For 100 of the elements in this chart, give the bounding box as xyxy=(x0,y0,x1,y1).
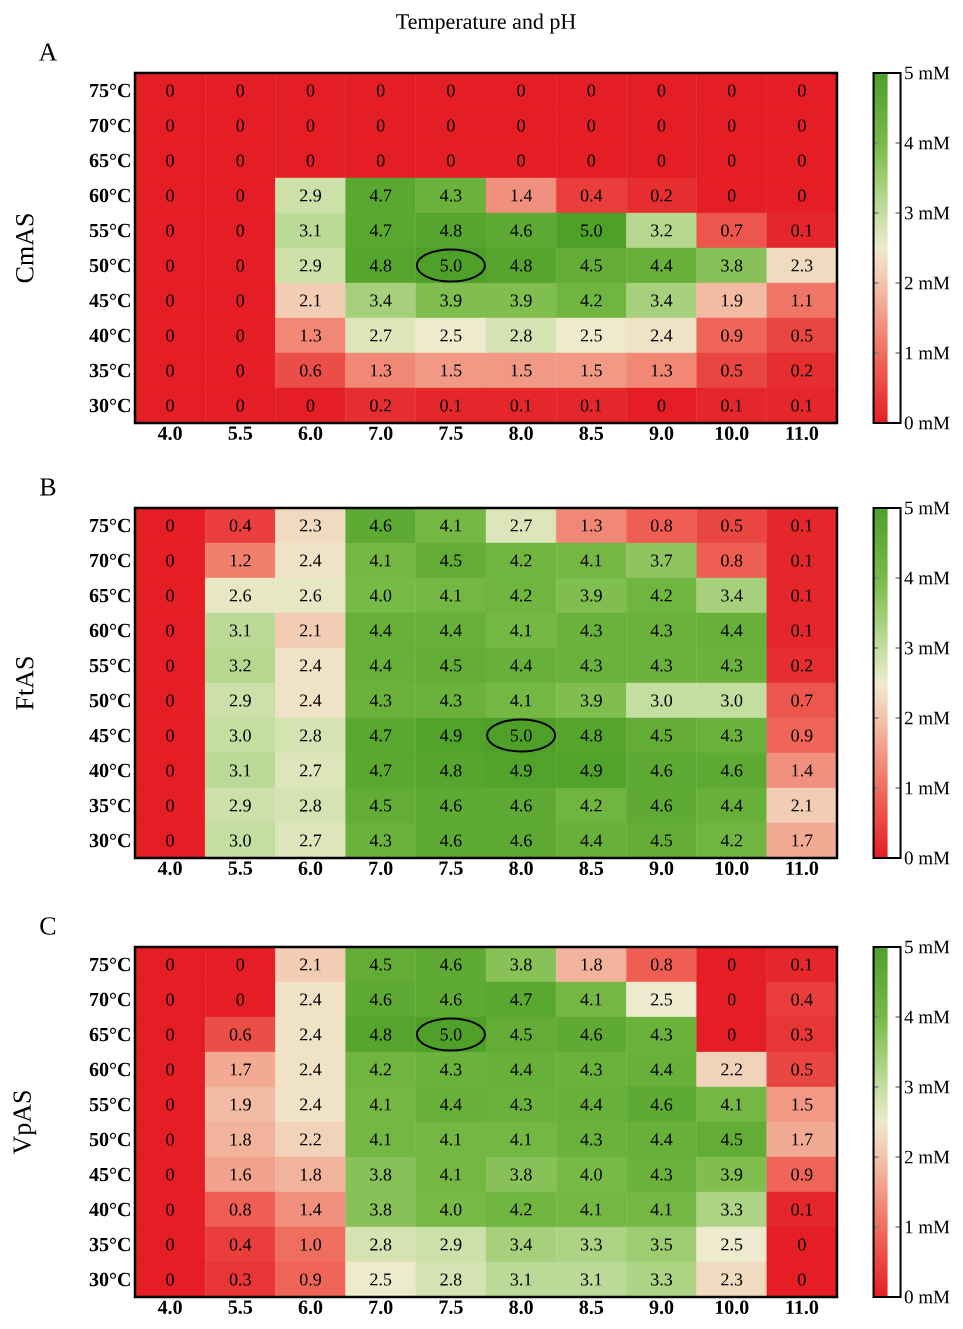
data-label: 0 xyxy=(727,189,736,202)
data-label: 0 xyxy=(236,993,245,1006)
data-label: 0 xyxy=(727,154,736,167)
data-label: 0 xyxy=(236,364,245,377)
data-label: 4.1 xyxy=(369,554,391,567)
data-label: 2.1 xyxy=(791,799,813,812)
data-label: 0 xyxy=(727,84,736,97)
data-label: 2.2 xyxy=(721,1063,742,1076)
data-label: 2.4 xyxy=(651,329,673,342)
chart-title: Temperature and pH xyxy=(396,13,576,34)
data-label: 0.1 xyxy=(440,399,462,412)
x-tick-label: 5.5 xyxy=(228,1300,253,1314)
data-label: 4.6 xyxy=(510,799,532,812)
data-label: 0 xyxy=(236,329,245,342)
text: C xyxy=(40,917,56,935)
data-label: 2.5 xyxy=(370,1273,392,1286)
data-label: 1.3 xyxy=(371,364,392,377)
data-label: 0.9 xyxy=(791,1168,813,1181)
data-label: 0 xyxy=(727,119,736,132)
data-label: 4.3 xyxy=(580,1063,602,1076)
data-label: 4.9 xyxy=(510,764,532,777)
data-label: 4.5 xyxy=(440,659,462,672)
data-label: 3.5 xyxy=(651,1238,673,1251)
data-label: 4.1 xyxy=(510,624,532,637)
data-label: 4.6 xyxy=(650,764,673,777)
data-label: 2.5 xyxy=(721,1238,743,1251)
data-label: 3.3 xyxy=(721,1203,743,1216)
data-label: 0 xyxy=(166,189,174,202)
data-label: 1.3 xyxy=(581,519,602,532)
data-label: 0.1 xyxy=(721,399,742,412)
data-label: 4.4 xyxy=(650,1133,673,1146)
y-tick-label: 65°C xyxy=(89,1027,130,1042)
data-label: 4.2 xyxy=(580,799,602,812)
data-label: 2.7 xyxy=(510,519,532,532)
color-bar-label: 1 mM xyxy=(905,781,950,795)
data-label: 0 xyxy=(517,119,525,132)
data-label: 0 xyxy=(306,84,315,97)
data-label: 1.4 xyxy=(511,189,533,202)
data-label: 0.1 xyxy=(791,958,813,971)
data-label: 0 xyxy=(236,399,245,412)
data-label: 4.9 xyxy=(580,764,602,777)
x-tick-label: 8.5 xyxy=(579,426,604,441)
data-label: 3.1 xyxy=(229,764,251,777)
data-label: 0.1 xyxy=(791,519,813,532)
data-label: 0 xyxy=(166,1168,174,1181)
data-label: 0.5 xyxy=(721,519,743,532)
data-label: 4.6 xyxy=(440,799,462,812)
color-bar-label: 5 mM xyxy=(905,940,950,954)
data-label: 1.5 xyxy=(511,364,532,377)
data-label: 2.2 xyxy=(300,1133,321,1146)
data-label: 0 xyxy=(166,1098,174,1111)
data-label: 2.9 xyxy=(440,1238,462,1251)
data-label: 4.4 xyxy=(650,259,673,272)
data-label: 4.5 xyxy=(440,554,462,567)
data-label: 0 xyxy=(306,119,315,132)
data-label: 0 xyxy=(376,154,385,167)
data-label: 0.1 xyxy=(510,399,532,412)
text: B xyxy=(40,478,56,496)
data-label: 4.1 xyxy=(580,993,602,1006)
data-label: 0.8 xyxy=(650,519,673,532)
y-tick-label: 35°C xyxy=(89,1237,130,1252)
data-label: 0 xyxy=(798,154,806,167)
color-bar-label: 0 mM xyxy=(904,851,950,865)
data-label: 4.4 xyxy=(580,834,603,847)
y-tick-label: 75°C xyxy=(90,957,130,972)
data-label: 0 xyxy=(166,329,174,342)
color-bar-label: 4 mM xyxy=(904,136,950,150)
data-label: 4.6 xyxy=(440,993,462,1006)
x-tick-label: 4.0 xyxy=(157,1300,182,1315)
y-tick-label: 75°C xyxy=(90,83,130,98)
data-label: 0 xyxy=(517,154,525,167)
color-bar-label: 3 mM xyxy=(904,206,950,220)
data-label: 2.8 xyxy=(440,1273,462,1286)
data-label: 0 xyxy=(798,1273,806,1286)
data-label: 1.7 xyxy=(230,1063,252,1076)
data-label: 2.7 xyxy=(370,329,392,342)
y-tick-label: 45°C xyxy=(89,728,130,743)
data-label: 0.2 xyxy=(370,399,391,412)
data-label: 4.3 xyxy=(440,189,462,202)
data-label: 4.5 xyxy=(510,1028,532,1041)
data-label: 2.1 xyxy=(300,294,321,307)
data-label: 0.1 xyxy=(791,554,813,567)
data-label: 4.6 xyxy=(580,1028,603,1041)
color-bar-label: 1 mM xyxy=(905,1220,950,1234)
data-label: 0.1 xyxy=(791,399,813,412)
data-label: 3.4 xyxy=(721,589,743,602)
data-label: 0 xyxy=(166,1273,174,1286)
data-label: 3.1 xyxy=(229,624,251,637)
data-label: 4.6 xyxy=(650,799,673,812)
x-tick-label: 4.0 xyxy=(157,861,182,876)
data-label: 4.8 xyxy=(580,729,602,742)
data-label: 4.3 xyxy=(510,1098,532,1111)
data-label: 2.4 xyxy=(300,993,322,1006)
data-label: 4.2 xyxy=(510,1203,532,1216)
x-tick-label: 6.0 xyxy=(298,861,323,876)
data-label: 0 xyxy=(798,84,806,97)
x-tick-label: 8.0 xyxy=(509,861,533,876)
data-label: 0.4 xyxy=(580,189,603,202)
data-label: 3.9 xyxy=(580,589,602,602)
data-label: 0.2 xyxy=(791,659,813,672)
